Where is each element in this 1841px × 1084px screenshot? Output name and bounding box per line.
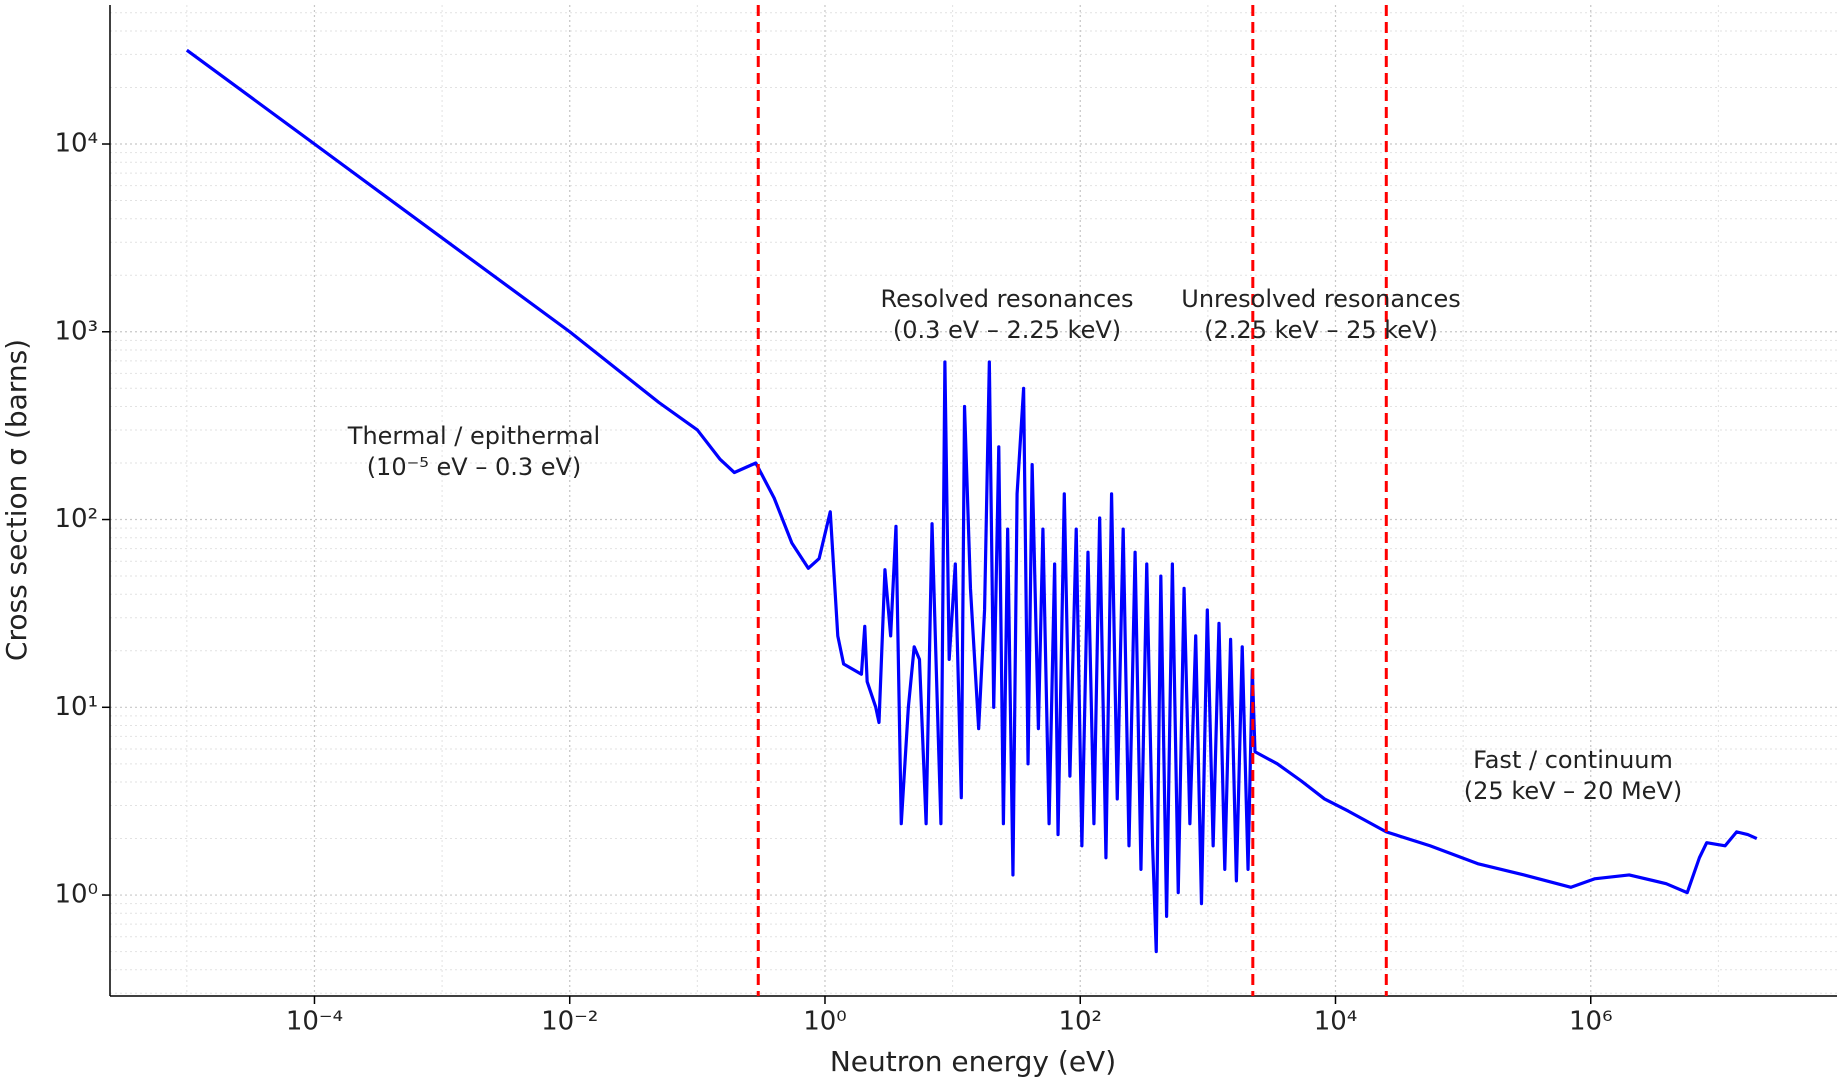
annotation: Thermal / epithermal [347, 422, 600, 450]
y-tick-label: 10⁰ [54, 880, 98, 910]
annotation: (10⁻⁵ eV – 0.3 eV) [367, 453, 582, 481]
data-line [185, 48, 1758, 954]
y-tick-label: 10² [54, 504, 98, 534]
annotation: Fast / continuum [1473, 746, 1673, 774]
x-tick-label: 10⁶ [1569, 1007, 1613, 1037]
x-axis-label: Neutron energy (eV) [830, 1045, 1116, 1078]
annotation: Resolved resonances [881, 285, 1134, 313]
x-tick-label: 10⁰ [803, 1007, 847, 1037]
x-tick-label: 10⁻² [541, 1007, 598, 1037]
y-tick-label: 10³ [54, 316, 98, 346]
annotation: (0.3 eV – 2.25 keV) [893, 316, 1121, 344]
x-tick-label: 10⁻⁴ [286, 1007, 343, 1037]
annotation: (2.25 keV – 25 keV) [1204, 316, 1438, 344]
annotation: Unresolved resonances [1181, 285, 1460, 313]
y-axis-label: Cross section σ (barns) [0, 339, 33, 661]
y-tick-label: 10⁴ [54, 129, 98, 159]
x-tick-label: 10⁴ [1314, 1007, 1358, 1037]
y-tick-label: 10¹ [54, 692, 98, 722]
annotation: (25 keV – 20 MeV) [1464, 777, 1682, 805]
x-tick-label: 10² [1058, 1007, 1102, 1037]
